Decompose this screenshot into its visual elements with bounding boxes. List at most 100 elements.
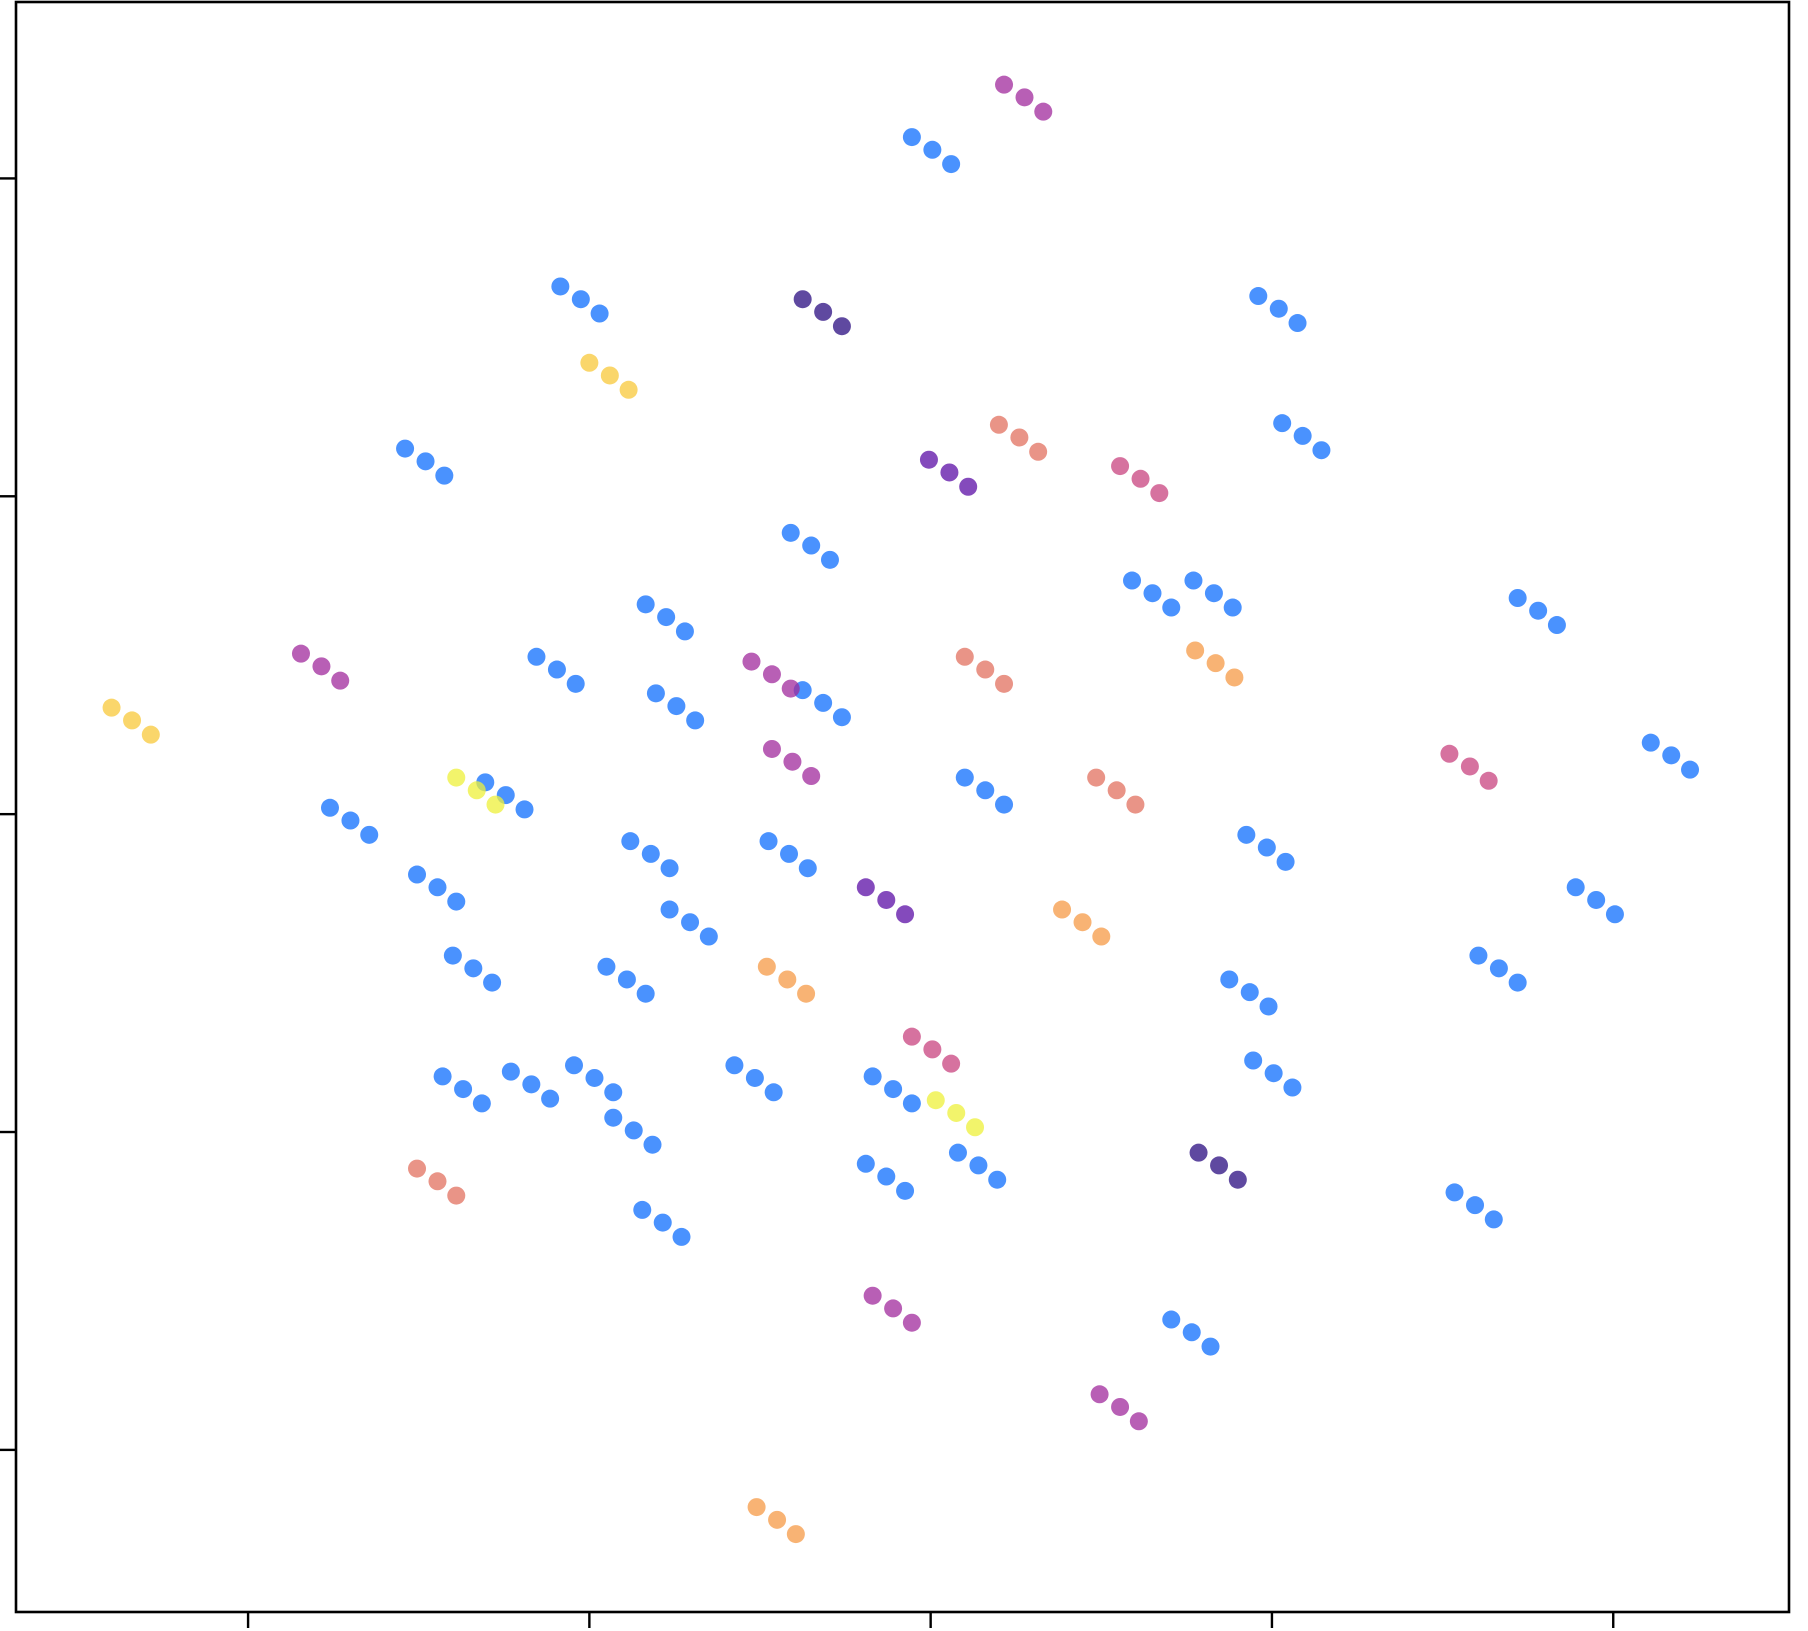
point [1210,1156,1229,1175]
point [942,155,961,174]
point [515,800,534,819]
point [686,711,705,730]
point [551,277,570,296]
point [141,725,160,744]
point [1547,616,1566,635]
point [590,304,609,323]
point [585,1068,604,1087]
point [902,1027,921,1046]
point [541,1089,560,1108]
point [1034,102,1053,121]
point [1150,484,1169,503]
point [675,622,694,641]
point [1111,1397,1130,1416]
point [989,415,1008,434]
point [955,647,974,666]
point [1237,825,1256,844]
point [408,865,427,884]
point [1223,598,1242,617]
point [483,973,502,992]
point [1440,744,1459,763]
point [1186,641,1205,660]
point [884,1080,903,1099]
point [102,698,121,717]
point [896,905,915,924]
point [1489,959,1508,978]
point [636,984,655,1003]
point [966,1118,985,1137]
point [902,128,921,147]
point [902,1094,921,1113]
point [522,1075,541,1094]
point [786,1525,805,1544]
point [856,878,875,897]
point [1087,768,1106,787]
point [604,1108,623,1127]
point [447,1186,466,1205]
point [443,946,462,965]
point [1259,997,1278,1016]
point [923,140,942,159]
point [1201,1337,1220,1356]
point [1225,668,1244,687]
point [1269,299,1288,318]
point [940,463,959,482]
points [102,75,1700,1544]
point [781,523,800,542]
point [976,660,995,679]
point [331,671,350,690]
point [1228,1170,1247,1189]
point [1204,584,1223,603]
point [988,1170,1007,1189]
point [1182,1323,1201,1342]
point [783,752,802,771]
point [976,781,995,800]
point [780,844,799,863]
point [923,1040,942,1059]
point [725,1056,744,1075]
point [597,957,616,976]
point [778,970,797,989]
point [699,927,718,946]
point [802,536,821,555]
point [472,1094,491,1113]
point [1283,1078,1302,1097]
point [762,665,781,684]
point [1206,654,1225,673]
point [396,439,415,458]
point [1029,442,1048,461]
point [919,450,938,469]
point [995,795,1014,814]
point [660,859,679,878]
point [646,684,665,703]
point [742,652,761,671]
point [1276,852,1295,871]
point [1126,795,1145,814]
point [926,1091,945,1110]
point [1484,1210,1503,1229]
point [1469,946,1488,965]
point [802,767,821,786]
point [832,708,851,727]
point [501,1062,520,1081]
point [1143,584,1162,603]
point [1092,927,1111,946]
point [1288,314,1307,333]
point [1662,746,1681,765]
point [902,1313,921,1332]
point [798,859,817,878]
point [947,1103,966,1122]
point [660,900,679,919]
point [600,366,619,385]
point [814,693,833,712]
point [1123,571,1142,590]
point [995,674,1014,693]
point [454,1080,473,1099]
point [566,674,585,693]
point [1010,428,1029,447]
point [745,1068,764,1087]
point [123,711,142,730]
point [547,660,566,679]
